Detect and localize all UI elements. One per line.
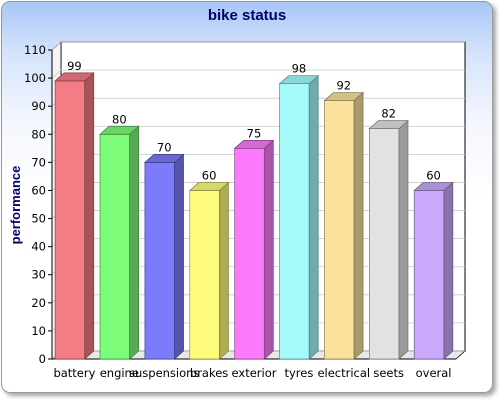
y-tick-label: 110 xyxy=(24,43,46,57)
bar-side xyxy=(353,91,364,360)
bar-side xyxy=(129,125,139,360)
bar-front xyxy=(99,133,130,360)
bar-top xyxy=(323,92,365,101)
category-label: electrical xyxy=(317,366,370,380)
bar-side xyxy=(219,181,229,360)
bar-top xyxy=(233,139,275,149)
y-tick-label: 40 xyxy=(31,240,46,254)
bar-top xyxy=(54,72,95,82)
bar-front xyxy=(54,80,86,360)
value-label: 60 xyxy=(426,168,441,182)
y-tick-label: 0 xyxy=(39,352,46,366)
y-tick-label: 70 xyxy=(31,155,46,169)
bar-top xyxy=(413,182,454,191)
bar-front xyxy=(369,128,400,360)
bar-top xyxy=(368,120,409,130)
category-label: engine xyxy=(100,366,139,380)
bar xyxy=(233,139,275,360)
bar-front xyxy=(189,190,220,360)
value-label: 92 xyxy=(336,79,351,93)
bar-front xyxy=(324,100,355,360)
bar-top xyxy=(188,182,230,191)
y-tick-label: 90 xyxy=(31,99,46,113)
category-label: exterior xyxy=(232,366,277,380)
bar-side xyxy=(443,181,454,360)
grid-line-side xyxy=(51,41,62,51)
value-labels: 99 80 70 60 75 98 92 82 60 xyxy=(67,59,441,183)
bar-front xyxy=(234,147,265,360)
category-label: seets xyxy=(373,366,404,380)
y-tick-labels: 0 10 20 30 40 50 60 70 80 90 100 110 xyxy=(24,43,52,366)
bar-top xyxy=(143,154,185,163)
value-label: 99 xyxy=(67,59,82,73)
bar-side xyxy=(84,72,95,360)
value-label: 70 xyxy=(157,140,172,154)
bar-side xyxy=(308,74,319,360)
category-label: overal xyxy=(416,366,452,380)
bar xyxy=(323,91,365,360)
value-label: 82 xyxy=(381,107,396,121)
y-tick-label: 100 xyxy=(24,71,46,85)
bar xyxy=(99,125,140,360)
bar-front xyxy=(413,190,445,360)
category-label: tyres xyxy=(284,366,313,380)
bar-top xyxy=(278,75,320,85)
y-tick-label: 60 xyxy=(31,183,46,197)
value-label: 80 xyxy=(112,112,127,126)
bar-side xyxy=(174,153,184,360)
value-label: 60 xyxy=(202,168,217,182)
chart-title: bike status xyxy=(207,7,287,24)
bar-side xyxy=(398,119,409,360)
bar-top xyxy=(99,125,140,135)
bar xyxy=(368,119,409,360)
y-tick-label: 80 xyxy=(31,127,46,141)
bar xyxy=(188,181,230,360)
bars xyxy=(54,72,454,360)
bar xyxy=(143,153,185,360)
y-axis-label: performance xyxy=(8,166,23,245)
bar-front xyxy=(279,83,310,360)
bar xyxy=(54,72,95,360)
y-tick-label: 30 xyxy=(31,268,46,282)
y-tick-label: 20 xyxy=(31,296,46,310)
grid-line-side xyxy=(51,69,62,79)
bar xyxy=(278,74,320,360)
bar-side xyxy=(263,139,274,360)
bar-front xyxy=(144,162,175,360)
bar xyxy=(413,181,454,360)
value-label: 75 xyxy=(247,126,262,140)
value-label: 98 xyxy=(292,62,307,76)
y-tick-label: 10 xyxy=(31,324,46,338)
category-label: battery xyxy=(53,366,95,380)
category-label: suspensions xyxy=(129,366,199,380)
y-tick-label: 50 xyxy=(31,212,46,226)
category-label: brakes xyxy=(190,366,228,380)
